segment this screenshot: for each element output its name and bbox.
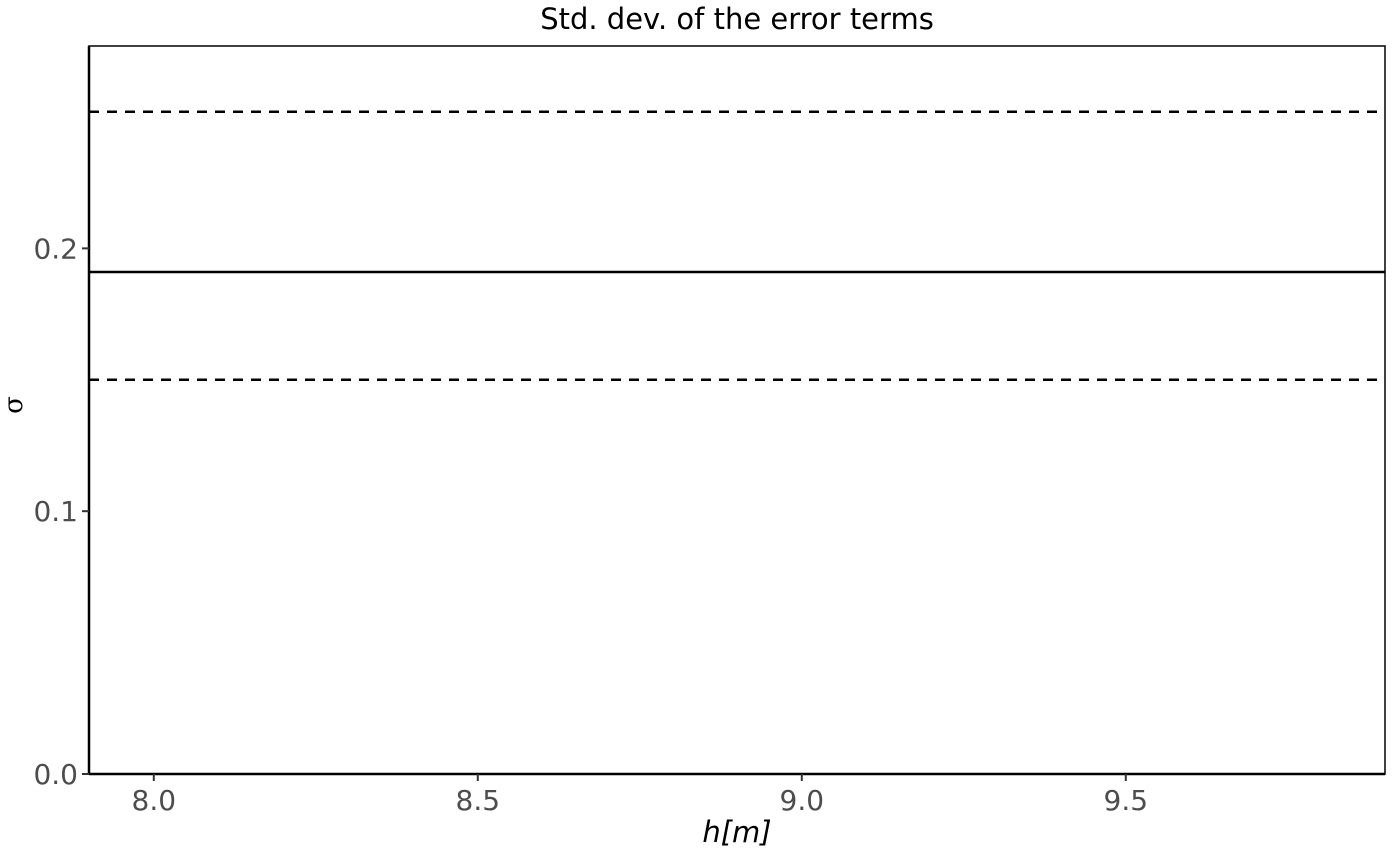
x-tick-label: 8.0 xyxy=(132,784,177,817)
series-layer xyxy=(89,110,1385,382)
x-tick-label: 8.5 xyxy=(456,784,501,817)
y-axis-label: σ xyxy=(0,396,29,414)
y-axis-ticks: 0.0 0.1 0.2 xyxy=(33,232,89,791)
x-axis-ticks: 8.0 8.5 9.0 9.5 xyxy=(132,774,1149,817)
x-tick-label: 9.0 xyxy=(780,784,825,817)
x-axis-label: h[m] xyxy=(702,815,771,849)
x-tick-label: 9.5 xyxy=(1104,784,1149,817)
chart-title: Std. dev. of the error terms xyxy=(540,2,934,36)
y-tick-label: 0.2 xyxy=(33,232,78,265)
plot-area xyxy=(87,45,1386,776)
y-tick-label: 0.0 xyxy=(33,758,78,791)
y-tick-label: 0.1 xyxy=(33,495,78,528)
